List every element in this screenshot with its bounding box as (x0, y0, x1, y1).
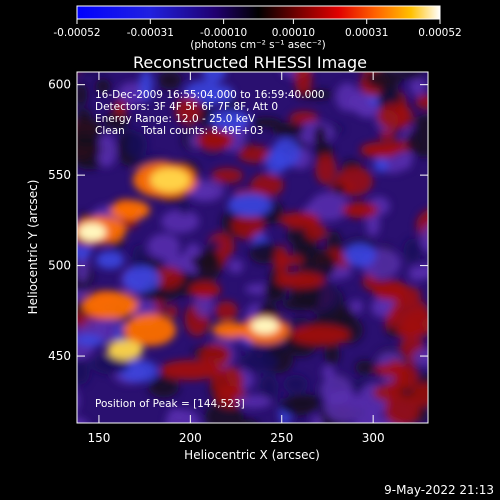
y-tick-label: 550 (48, 168, 71, 182)
footer-timestamp: 9-May-2022 21:13 (384, 483, 494, 497)
colorbar-tick-label: 0.00052 (418, 27, 461, 39)
colorbar (76, 5, 441, 20)
colorbar-units: (photons cm⁻² s⁻¹ asec⁻²) (190, 39, 325, 51)
plot-image (77, 72, 428, 423)
chart-title: Reconstructed RHESSI Image (133, 53, 367, 72)
y-axis-label: Heliocentric Y (arcsec) (26, 180, 40, 315)
x-tick-label: 150 (87, 431, 110, 445)
y-tick-label: 500 (48, 259, 71, 273)
colorbar-tick-label: -0.00031 (127, 27, 174, 39)
x-axis-label: Heliocentric X (arcsec) (184, 448, 320, 462)
axis-ticks: 150 200 250 300 450 500 550 600 (48, 72, 428, 445)
plot-frame (76, 71, 429, 424)
info-line-counts: Clean Total counts: 8.49E+03 (95, 125, 264, 137)
colorbar-tick-label: 0.00031 (345, 27, 388, 39)
colorbar-tick-label: -0.00010 (200, 27, 247, 39)
info-line-energy: Energy Range: 12.0 - 25.0 keV (95, 113, 256, 125)
y-tick-label: 600 (48, 78, 71, 92)
colorbar-tick-label: -0.00052 (53, 27, 100, 39)
x-tick-label: 200 (179, 431, 202, 445)
x-tick-label: 300 (362, 431, 385, 445)
peak-position-label: Position of Peak = [144,523] (95, 398, 245, 410)
colorbar-ticks: -0.00052 -0.00031 -0.00010 0.00010 0.00031 0.… (53, 19, 462, 39)
info-line-detectors: Detectors: 3F 4F 5F 6F 7F 8F, Att 0 (95, 101, 278, 113)
x-tick-label: 250 (270, 431, 293, 445)
y-tick-label: 450 (48, 349, 71, 363)
info-line-time: 16-Dec-2009 16:55:04.000 to 16:59:40.000 (95, 89, 325, 101)
colorbar-tick-label: 0.00010 (272, 27, 315, 39)
